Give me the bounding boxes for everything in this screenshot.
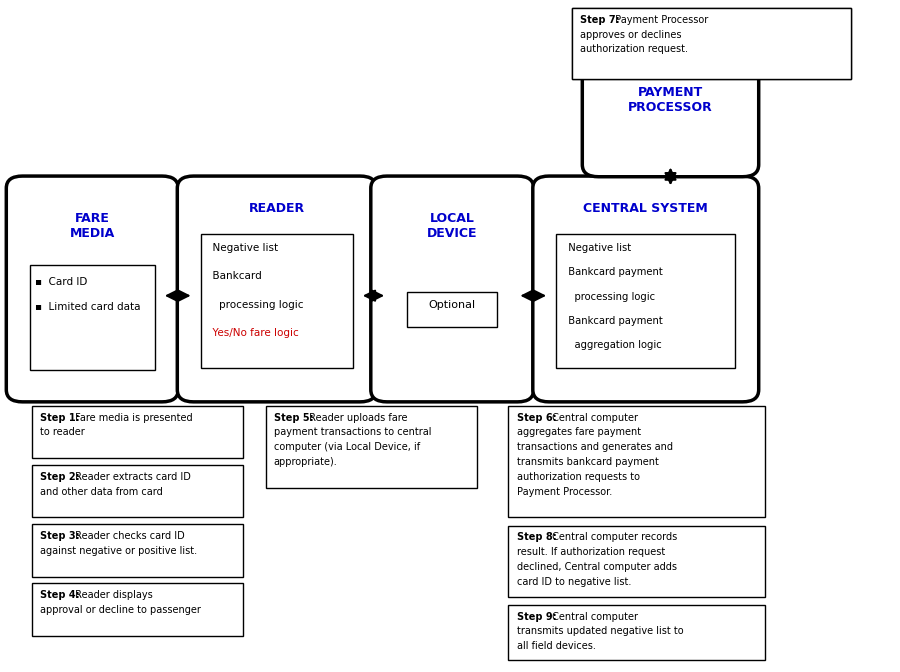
Bar — [32, 583, 243, 636]
Text: Step 8:: Step 8: — [517, 532, 556, 542]
Text: Bankcard: Bankcard — [206, 271, 262, 282]
Bar — [266, 406, 477, 488]
Text: payment transactions to central: payment transactions to central — [274, 427, 431, 437]
Text: processing logic: processing logic — [562, 292, 654, 302]
Text: transmits bankcard payment: transmits bankcard payment — [517, 457, 659, 467]
Text: ▪  Card ID: ▪ Card ID — [35, 277, 87, 287]
Bar — [508, 526, 765, 597]
Text: Reader displays: Reader displays — [72, 590, 153, 600]
Text: Central computer: Central computer — [549, 612, 638, 622]
Text: Negative list: Negative list — [206, 243, 278, 253]
Bar — [32, 465, 243, 517]
Text: appropriate).: appropriate). — [274, 457, 338, 467]
Bar — [30, 265, 155, 370]
Bar — [556, 234, 735, 368]
Text: Bankcard payment: Bankcard payment — [562, 267, 662, 278]
Text: Bankcard payment: Bankcard payment — [562, 316, 662, 326]
Text: declined, Central computer adds: declined, Central computer adds — [517, 562, 677, 572]
Text: Step 4:: Step 4: — [40, 590, 79, 600]
Text: Central computer records: Central computer records — [549, 532, 678, 542]
Text: card ID to negative list.: card ID to negative list. — [517, 577, 631, 587]
Text: approves or declines: approves or declines — [580, 30, 681, 40]
FancyBboxPatch shape — [177, 176, 376, 402]
Text: Reader extracts card ID: Reader extracts card ID — [72, 472, 191, 482]
FancyBboxPatch shape — [533, 176, 759, 402]
Text: Central computer: Central computer — [549, 413, 638, 423]
Text: Step 3:: Step 3: — [40, 531, 79, 541]
Text: LOCAL
DEVICE: LOCAL DEVICE — [427, 212, 478, 241]
Text: PAYMENT
PROCESSOR: PAYMENT PROCESSOR — [628, 86, 713, 114]
Text: aggregates fare payment: aggregates fare payment — [517, 427, 641, 437]
Bar — [201, 234, 353, 368]
Text: Yes/No fare logic: Yes/No fare logic — [206, 328, 299, 338]
Text: processing logic: processing logic — [206, 300, 303, 310]
Text: FARE
MEDIA: FARE MEDIA — [69, 212, 115, 241]
Text: Step 1:: Step 1: — [40, 413, 79, 423]
Text: Step 9:: Step 9: — [517, 612, 556, 622]
Text: Optional: Optional — [428, 300, 476, 310]
Bar — [572, 8, 850, 79]
Text: Fare media is presented: Fare media is presented — [72, 413, 193, 423]
Text: all field devices.: all field devices. — [517, 641, 596, 651]
Text: transmits updated negative list to: transmits updated negative list to — [517, 626, 683, 636]
FancyBboxPatch shape — [6, 176, 178, 402]
Text: Payment Processor.: Payment Processor. — [517, 487, 612, 497]
FancyBboxPatch shape — [582, 48, 759, 177]
Text: against negative or positive list.: against negative or positive list. — [40, 546, 197, 556]
Bar — [32, 406, 243, 458]
Text: Reader checks card ID: Reader checks card ID — [72, 531, 185, 541]
Text: authorization request.: authorization request. — [580, 44, 688, 54]
Bar — [572, 8, 850, 79]
Text: result. If authorization request: result. If authorization request — [517, 547, 665, 557]
Text: Step 7:: Step 7: — [580, 15, 619, 25]
Text: Step 5:: Step 5: — [274, 413, 313, 423]
Text: Reader uploads fare: Reader uploads fare — [306, 413, 408, 423]
Text: aggregation logic: aggregation logic — [562, 340, 662, 350]
Text: computer (via Local Device, if: computer (via Local Device, if — [274, 442, 419, 452]
Text: to reader: to reader — [40, 427, 85, 437]
Bar — [508, 605, 765, 660]
Text: CENTRAL SYSTEM: CENTRAL SYSTEM — [583, 202, 708, 214]
Text: and other data from card: and other data from card — [40, 487, 162, 497]
Text: Negative list: Negative list — [562, 243, 631, 253]
Text: ▪  Limited card data: ▪ Limited card data — [35, 302, 140, 312]
Bar — [508, 406, 765, 517]
Bar — [32, 524, 243, 577]
Bar — [407, 292, 497, 327]
Text: authorization requests to: authorization requests to — [517, 472, 640, 482]
FancyBboxPatch shape — [371, 176, 534, 402]
Text: Step 6:: Step 6: — [517, 413, 556, 423]
Text: approval or decline to passenger: approval or decline to passenger — [40, 605, 201, 615]
Text: Payment Processor: Payment Processor — [612, 15, 708, 25]
Text: transactions and generates and: transactions and generates and — [517, 442, 672, 452]
Text: READER: READER — [248, 202, 305, 214]
Text: Step 2:: Step 2: — [40, 472, 79, 482]
